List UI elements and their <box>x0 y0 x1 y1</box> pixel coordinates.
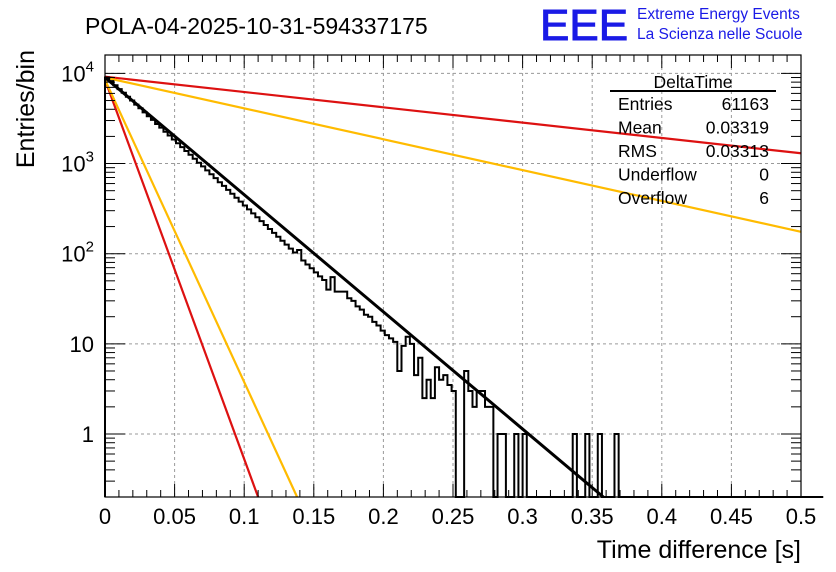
chart-title: POLA-04-2025-10-31-594337175 <box>85 13 428 39</box>
logo-line-2: La Scienza nelle Scuole <box>637 26 802 43</box>
y-tick-exponent: 2 <box>86 239 94 256</box>
stats-value: 6 <box>759 188 769 208</box>
logo-mark: EEE <box>540 1 628 50</box>
x-tick-labels: 0 0.05 0.1 0.15 0.2 0.25 0.3 0.35 0.4 0.45 0.5 <box>99 504 816 529</box>
stats-value: 0 <box>759 165 769 185</box>
logo: EEE Extreme Energy Events La Scienza nel… <box>540 1 803 51</box>
reference-line <box>104 75 802 155</box>
reference-curves <box>103 75 802 498</box>
x-axis-label: Time difference [s] <box>597 536 801 564</box>
stats-value: 0.03319 <box>706 118 769 138</box>
y-tick-exponent: 4 <box>86 58 94 75</box>
stats-value: 61163 <box>722 94 769 114</box>
y-tick-base: 10 <box>70 332 94 357</box>
y-tick-label: 1 <box>82 422 94 447</box>
stats-title: DeltaTime <box>653 72 732 92</box>
fit-curves <box>104 76 605 499</box>
stats-label: RMS <box>618 141 657 161</box>
y-tick-base: 1 <box>82 422 94 447</box>
x-tick-label: 0.3 <box>507 504 538 529</box>
x-tick-label: 0.1 <box>229 504 260 529</box>
x-tick-label: 0.4 <box>647 504 678 529</box>
stats-label: Underflow <box>618 165 697 185</box>
y-tick-base: 10 <box>61 61 85 86</box>
y-tick-base: 10 <box>61 242 85 267</box>
stats-label: Mean <box>618 118 662 138</box>
x-tick-label: 0.2 <box>368 504 399 529</box>
stats-label: Entries <box>618 94 673 114</box>
x-tick-label: 0.15 <box>292 504 335 529</box>
fit-line <box>104 76 605 499</box>
grid <box>105 55 801 497</box>
axis-ticks <box>104 55 802 497</box>
reference-line <box>104 76 802 233</box>
y-tick-exponent: 3 <box>86 149 94 166</box>
reference-line <box>103 79 260 498</box>
x-tick-label: 0.35 <box>571 504 614 529</box>
stats-label: Overflow <box>618 188 687 208</box>
y-tick-label: 10 <box>70 332 94 357</box>
x-tick-label: 0.45 <box>710 504 753 529</box>
x-tick-label: 0.05 <box>153 504 196 529</box>
reference-line <box>104 79 299 498</box>
y-tick-label: 104 <box>61 58 94 86</box>
y-axis-label: Entries/bin <box>12 50 40 168</box>
x-tick-label: 0.25 <box>432 504 475 529</box>
x-tick-label: 0.5 <box>786 504 817 529</box>
x-tick-label: 0 <box>99 504 111 529</box>
y-tick-base: 10 <box>61 152 85 177</box>
stats-value: 0.03313 <box>706 141 769 161</box>
logo-line-1: Extreme Energy Events <box>637 6 800 23</box>
stats-box: DeltaTime Entries 61163 Mean 0.03319 RMS 0.03… <box>610 72 776 208</box>
y-tick-label: 102 <box>61 239 94 267</box>
y-tick-label: 103 <box>61 149 94 177</box>
